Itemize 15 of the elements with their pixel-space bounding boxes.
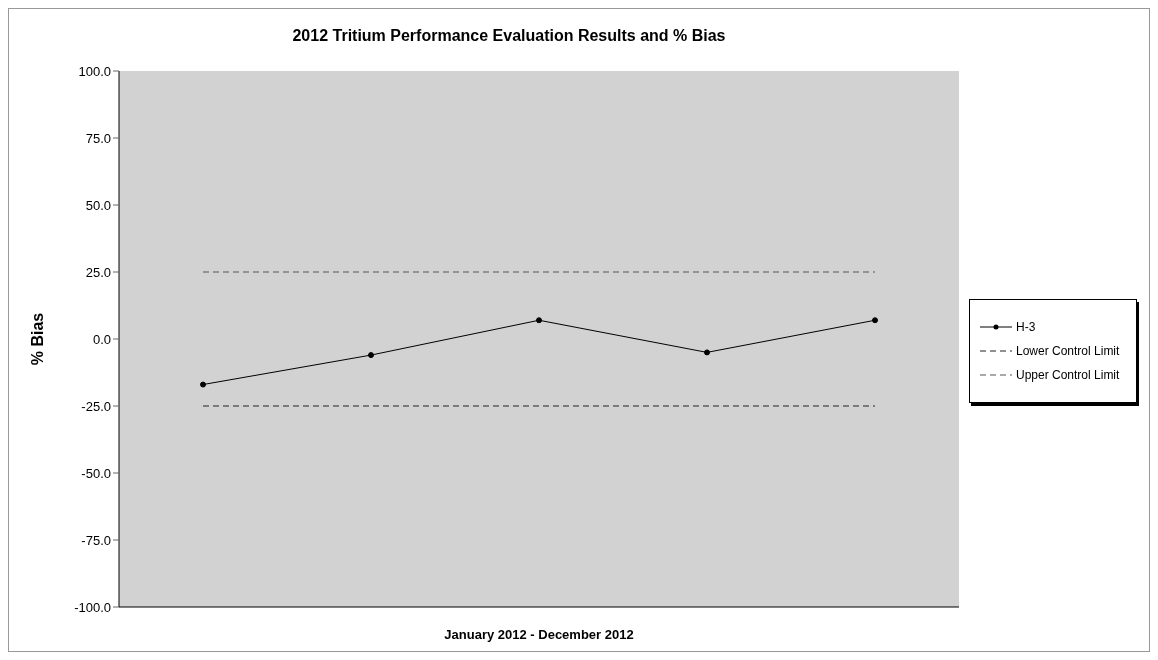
y-tick-label: 100.0 xyxy=(78,63,111,79)
y-tick-label: -25.0 xyxy=(81,398,111,414)
y-tick-label: 75.0 xyxy=(85,130,111,146)
y-tick-label: 0.0 xyxy=(92,331,111,347)
y-tick-label: -100.0 xyxy=(74,599,111,615)
y-tick-label: 50.0 xyxy=(85,197,111,213)
x-axis-title: January 2012 - December 2012 xyxy=(444,627,634,642)
chart-title: 2012 Tritium Performance Evaluation Results and % Bias xyxy=(291,26,727,46)
y-tick-label: 25.0 xyxy=(85,264,111,280)
legend-label: Lower Control Limit xyxy=(1016,344,1120,358)
y-tick-label: -50.0 xyxy=(81,465,111,481)
y-axis-title: % Bias xyxy=(28,312,46,366)
y-tick-label: -75.0 xyxy=(81,532,111,548)
legend-label: H-3 xyxy=(1016,320,1036,334)
legend-label: Upper Control Limit xyxy=(1016,368,1120,382)
